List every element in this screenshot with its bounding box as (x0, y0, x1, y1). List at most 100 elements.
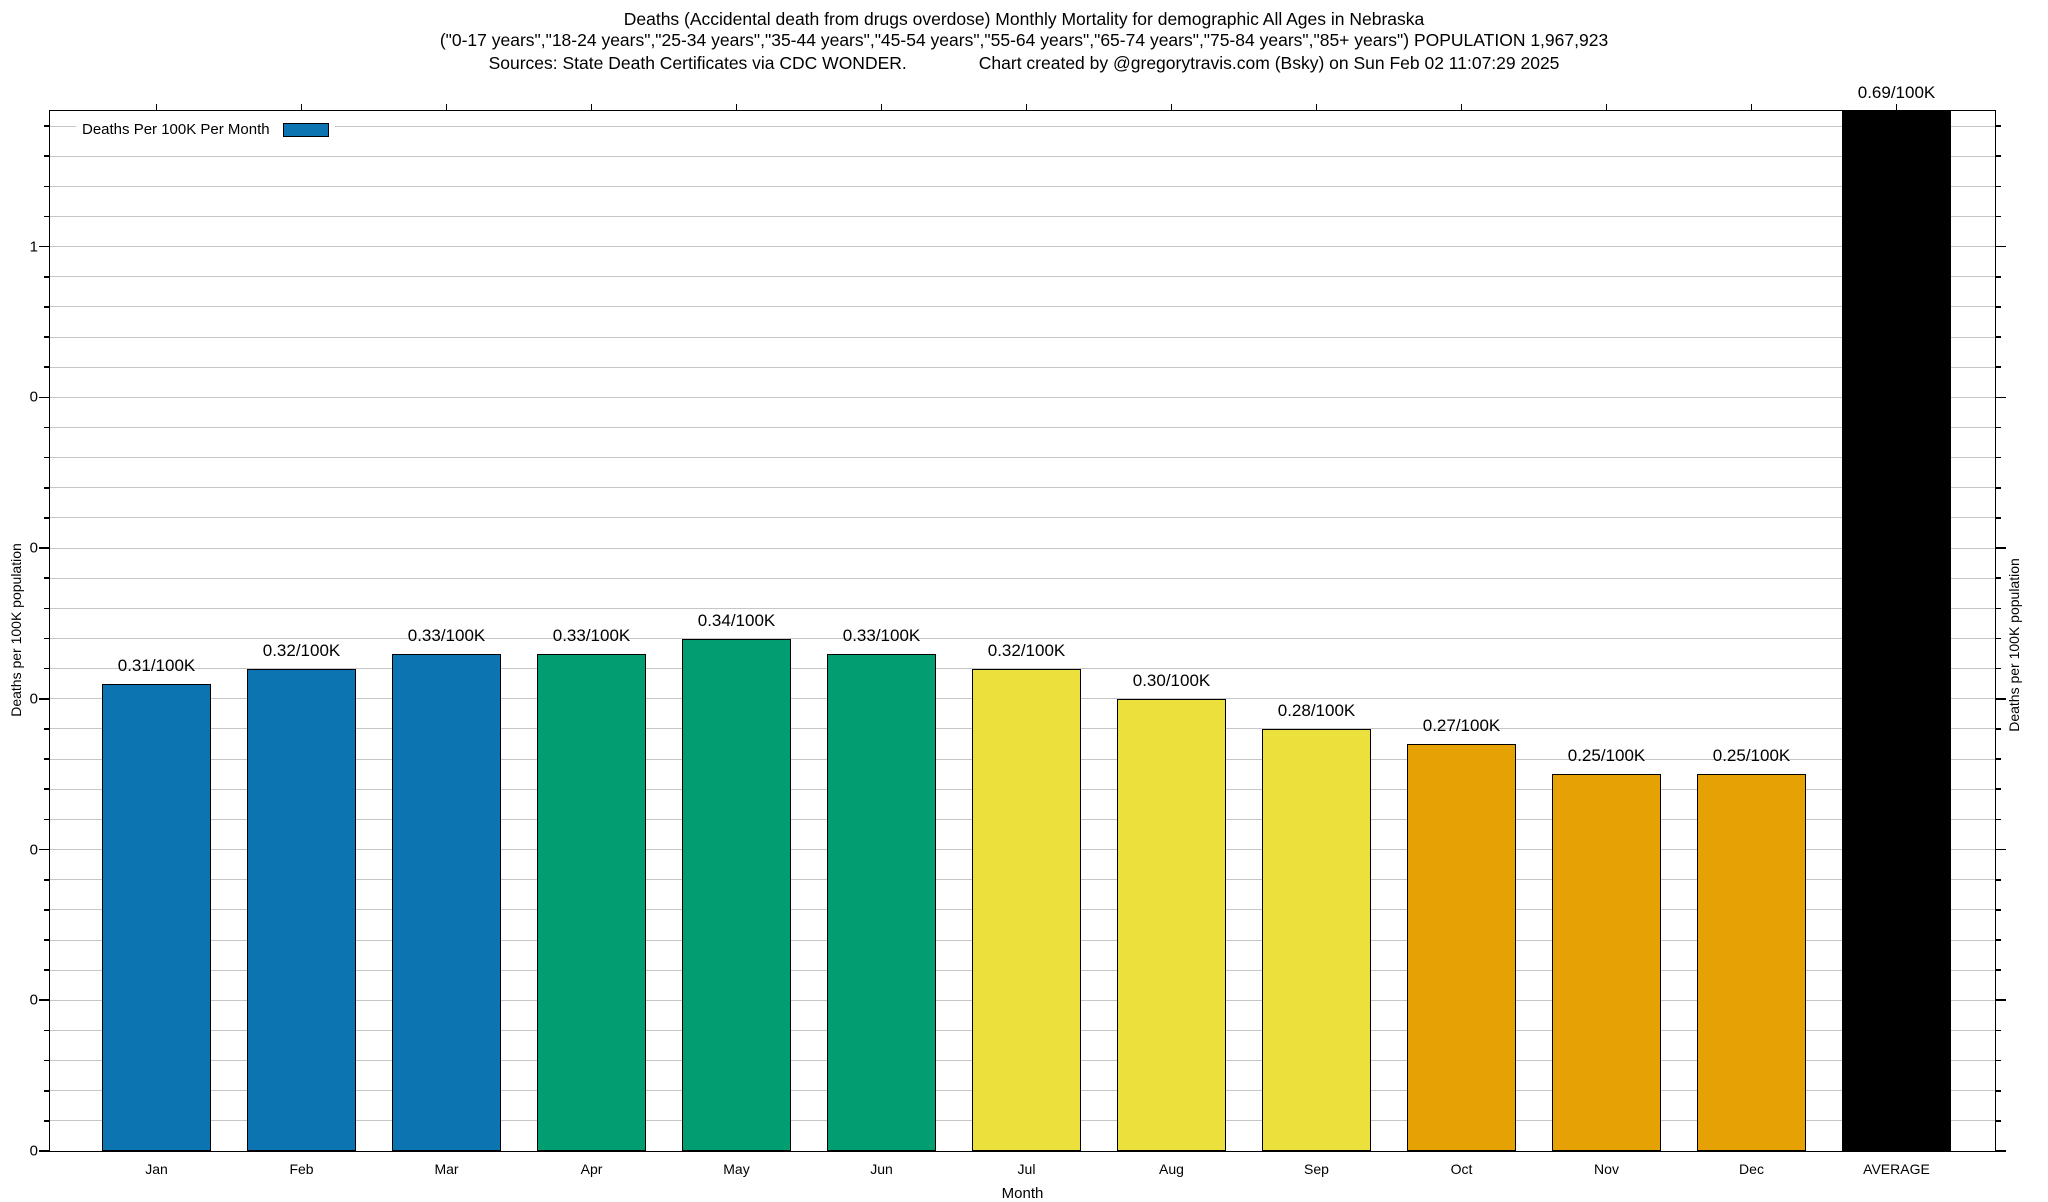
y-minor-tick (44, 1120, 49, 1122)
y-minor-tick (1996, 1029, 2001, 1032)
x-top-tick (445, 104, 448, 111)
y-major-tick (39, 547, 49, 549)
y-minor-tick (44, 1029, 49, 1032)
y-tick-label: 0 (29, 690, 38, 708)
y-major-tick (39, 698, 49, 700)
x-tick-label-oct: Oct (1450, 1161, 1473, 1177)
x-tick-label-jul: Jul (1017, 1161, 1036, 1177)
y-minor-tick (44, 517, 49, 519)
y-minor-tick (44, 788, 49, 791)
x-tick-label-aug: Aug (1159, 1161, 1184, 1177)
x-tick-label-sep: Sep (1304, 1161, 1329, 1177)
y-major-tick (39, 245, 49, 248)
y-minor-tick (1996, 1059, 2001, 1062)
gridline (50, 185, 1995, 187)
y-minor-tick (1996, 878, 2001, 881)
bar-mar (392, 653, 501, 1151)
y-minor-tick (44, 336, 49, 338)
y-minor-tick (1996, 517, 2001, 519)
y-minor-tick (1996, 456, 2001, 459)
y-major-tick (1996, 999, 2006, 1002)
y-minor-tick (1996, 939, 2001, 941)
chart-subtitle: ("0-17 years","18-24 years","25-34 years… (439, 30, 1609, 51)
x-top-tick (735, 104, 738, 111)
y-major-tick (1996, 848, 2006, 851)
y-major-tick (39, 999, 49, 1002)
bar-apr (537, 653, 646, 1151)
y-minor-tick (1996, 1089, 2001, 1092)
y-major-tick (1996, 1150, 2006, 1152)
y-minor-tick (44, 728, 49, 730)
y-tick-label: 1 (29, 238, 38, 256)
bar-value-label-sep: 0.28/100K (1277, 700, 1356, 720)
bar-sep (1262, 728, 1371, 1151)
x-top-tick (590, 104, 593, 111)
y-minor-tick (1996, 155, 2001, 158)
y-minor-tick (1996, 667, 2001, 670)
x-tick-label-nov: Nov (1594, 1161, 1619, 1177)
x-top-tick (1170, 104, 1173, 111)
bar-value-label-mar: 0.33/100K (407, 625, 486, 645)
x-tick-label-jun: Jun (870, 1161, 893, 1177)
legend-label: Deaths Per 100K Per Month (82, 121, 270, 138)
y-major-tick (39, 1150, 49, 1152)
bar-value-label-average: 0.69/100K (1857, 83, 1936, 102)
x-tick-label-jan: Jan (145, 1161, 168, 1177)
x-tick-label-average: AVERAGE (1863, 1161, 1930, 1177)
gridline (50, 276, 1995, 278)
y-minor-tick (1996, 125, 2001, 127)
bar-jun (827, 653, 936, 1151)
bar-average (1842, 111, 1951, 1151)
y-minor-tick (44, 1059, 49, 1062)
x-top-tick (1895, 104, 1898, 111)
y-minor-tick (1996, 758, 2001, 760)
x-top-tick (1605, 104, 1608, 111)
gridline (50, 638, 1995, 640)
y-minor-tick (1996, 818, 2001, 821)
bar-may (682, 638, 791, 1151)
y-minor-tick (44, 878, 49, 881)
y-minor-tick (1996, 185, 2001, 188)
bar-value-label-jul: 0.32/100K (987, 640, 1066, 660)
gridline (50, 125, 1995, 127)
bar-value-label-may: 0.34/100K (697, 610, 776, 630)
x-tick-label-may: May (723, 1161, 750, 1177)
gridline (50, 457, 1995, 459)
y-minor-tick (1996, 336, 2001, 338)
y-major-tick (39, 848, 49, 851)
x-top-tick (1460, 104, 1463, 111)
x-tick-label-dec: Dec (1739, 1161, 1764, 1177)
y-axis-label-left: Deaths per 100K population (8, 543, 24, 717)
y-minor-tick (44, 607, 49, 610)
y-minor-tick (44, 758, 49, 760)
x-tick-label-apr: Apr (580, 1161, 603, 1177)
y-axis-label-right: Deaths per 100K population (2006, 558, 2022, 732)
gridline (50, 366, 1995, 368)
y-minor-tick (1996, 969, 2001, 971)
bar-value-label-jun: 0.33/100K (842, 625, 921, 645)
bar-value-label-apr: 0.33/100K (552, 625, 631, 645)
y-minor-tick (44, 456, 49, 459)
bar-jul (972, 668, 1081, 1151)
y-minor-tick (1996, 577, 2001, 580)
bar-jan (102, 683, 211, 1151)
y-minor-tick (1996, 728, 2001, 730)
legend: Deaths Per 100K Per Month (76, 119, 335, 140)
y-tick-label: 0 (29, 539, 38, 557)
y-minor-tick (44, 818, 49, 821)
chart-header: Deaths (Accidental death from drugs over… (0, 9, 2048, 74)
x-tick-label-feb: Feb (289, 1161, 314, 1177)
y-minor-tick (1996, 276, 2001, 278)
gridline (50, 517, 1995, 519)
x-top-tick (1750, 104, 1753, 111)
y-minor-tick (1996, 909, 2001, 911)
bar-value-label-jan: 0.31/100K (117, 655, 196, 675)
bar-nov (1552, 774, 1661, 1151)
chart-title: Deaths (Accidental death from drugs over… (623, 9, 1425, 29)
y-minor-tick (1996, 306, 2001, 308)
legend-swatch (282, 122, 329, 137)
bar-dec (1697, 774, 1806, 1151)
y-minor-tick (1996, 487, 2001, 489)
y-tick-label: 0 (29, 841, 38, 859)
